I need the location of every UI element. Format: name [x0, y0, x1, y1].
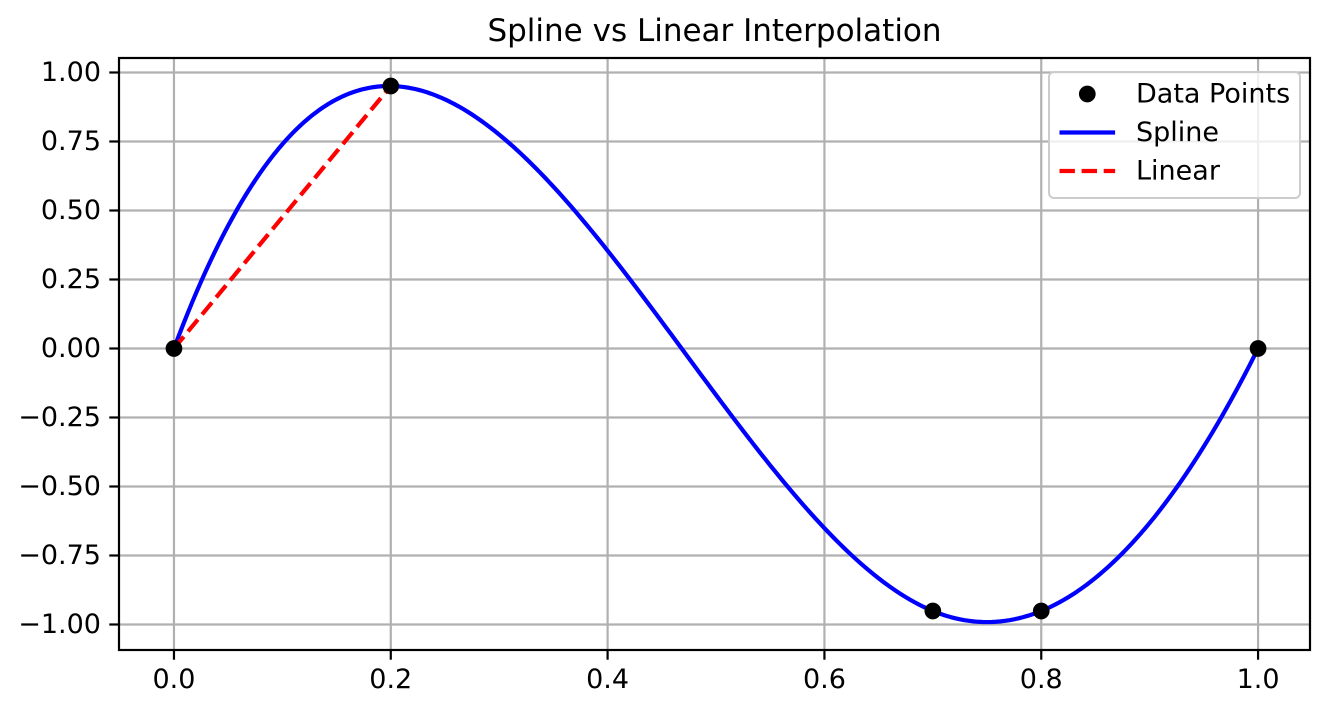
data-point	[165, 340, 183, 357]
y-tick-label: −0.50	[18, 471, 101, 502]
legend-marker-data-points	[1078, 85, 1096, 103]
data-point	[1032, 602, 1050, 620]
y-tick-label: 0.00	[41, 333, 101, 364]
x-tick-label: 0.0	[152, 664, 195, 695]
y-tick-label: −0.75	[18, 540, 101, 571]
y-tick-label: 0.25	[41, 264, 101, 295]
spline-curve	[171, 83, 1261, 625]
legend-label-data-points: Data Points	[1136, 79, 1290, 110]
series-layer	[165, 77, 1267, 625]
legend-label-linear: Linear	[1136, 156, 1221, 187]
axes-layer: 0.0 0.2 0.4 0.6 0.8 1.0 1.00 0.75 0.50 0.25 0.00 −0…	[18, 56, 1312, 695]
y-tick-label: 0.75	[41, 126, 101, 157]
x-tick-label: 1.0	[1237, 664, 1280, 695]
linear-interpolation-segment	[172, 84, 393, 350]
x-tick-label: 0.4	[586, 664, 629, 695]
x-tick-label: 0.6	[803, 664, 846, 695]
axes-frame	[117, 56, 1312, 652]
y-tick-label: 0.50	[41, 195, 101, 226]
legend-label-spline: Spline	[1136, 117, 1219, 148]
legend-box	[1048, 71, 1301, 199]
chart-title: Spline vs Linear Interpolation	[487, 13, 941, 49]
legend: Data Points Spline Linear	[1048, 71, 1301, 199]
y-tick-label: −1.00	[18, 609, 101, 640]
y-tick-label: 1.00	[41, 57, 101, 88]
data-point	[382, 77, 400, 95]
x-tick-label: 0.2	[369, 664, 412, 695]
data-point	[924, 602, 942, 620]
y-tick-label: −0.25	[18, 402, 101, 433]
x-tick-label: 0.8	[1020, 664, 1063, 695]
data-point	[1249, 340, 1267, 357]
